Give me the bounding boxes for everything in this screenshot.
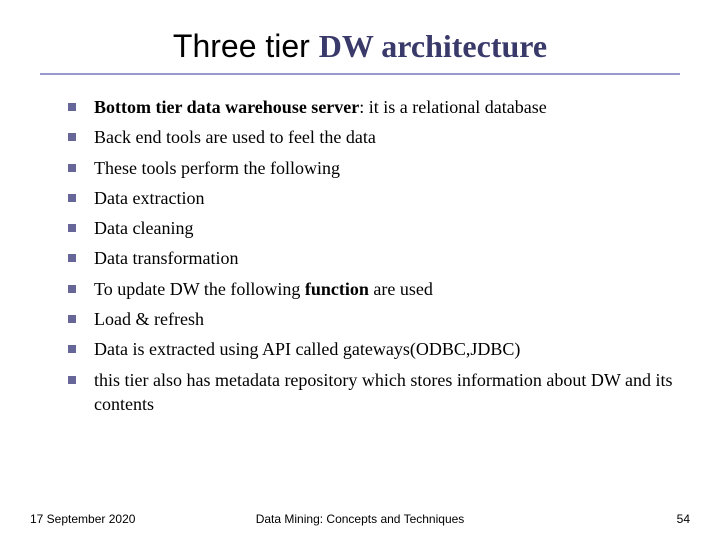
list-item: Load & refresh — [68, 307, 680, 331]
list-item-text: Data cleaning — [94, 216, 680, 240]
list-item: Data cleaning — [68, 216, 680, 240]
title-part1: Three tier — [173, 28, 319, 64]
list-item-text: Bottom tier data warehouse server: it is… — [94, 95, 680, 119]
slide: Three tier DW architecture Bottom tier d… — [0, 0, 720, 540]
list-item: this tier also has metadata repository w… — [68, 368, 680, 417]
slide-title: Three tier DW architecture — [40, 28, 680, 65]
list-item-text: this tier also has metadata repository w… — [94, 368, 680, 417]
footer-date: 17 September 2020 — [30, 512, 135, 526]
bullet-icon — [68, 194, 76, 202]
list-item: Bottom tier data warehouse server: it is… — [68, 95, 680, 119]
bullet-icon — [68, 133, 76, 141]
list-item: To update DW the following function are … — [68, 277, 680, 301]
list-item-text: Data extraction — [94, 186, 680, 210]
bullet-icon — [68, 315, 76, 323]
bold-text: Bottom tier data warehouse server — [94, 97, 359, 117]
list-item-text: These tools perform the following — [94, 156, 680, 180]
bullet-icon — [68, 285, 76, 293]
list-item: These tools perform the following — [68, 156, 680, 180]
bullet-icon — [68, 224, 76, 232]
list-item: Data is extracted using API called gatew… — [68, 337, 680, 361]
bullet-icon — [68, 345, 76, 353]
title-rule — [40, 73, 680, 75]
footer-center: Data Mining: Concepts and Techniques — [256, 512, 465, 526]
list-item-text: To update DW the following function are … — [94, 277, 680, 301]
list-item-text: Back end tools are used to feel the data — [94, 125, 680, 149]
list-item: Data extraction — [68, 186, 680, 210]
list-item-text: Load & refresh — [94, 307, 680, 331]
list-item-text: Data transformation — [94, 246, 680, 270]
bold-text: function — [305, 279, 369, 299]
plain-text: are used — [369, 279, 433, 299]
plain-text: To update DW the following — [94, 279, 305, 299]
title-part2: DW architecture — [319, 28, 547, 64]
bullet-icon — [68, 103, 76, 111]
bullet-icon — [68, 376, 76, 384]
list-item: Back end tools are used to feel the data — [68, 125, 680, 149]
list-item: Data transformation — [68, 246, 680, 270]
bullet-icon — [68, 164, 76, 172]
slide-footer: 17 September 2020 Data Mining: Concepts … — [0, 512, 720, 526]
footer-page-number: 54 — [677, 512, 690, 526]
bullet-list: Bottom tier data warehouse server: it is… — [40, 95, 680, 416]
list-item-text: Data is extracted using API called gatew… — [94, 337, 680, 361]
plain-text: : it is a relational database — [359, 97, 546, 117]
bullet-icon — [68, 254, 76, 262]
